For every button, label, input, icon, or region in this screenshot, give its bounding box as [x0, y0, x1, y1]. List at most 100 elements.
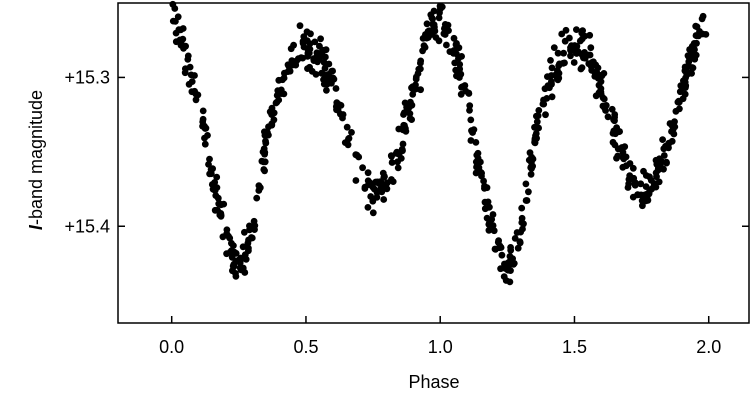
data-point [261, 158, 269, 166]
data-point [485, 226, 493, 234]
data-point [475, 164, 483, 172]
data-point [453, 40, 460, 47]
data-point [236, 259, 244, 267]
data-point [330, 75, 338, 83]
data-point [498, 251, 506, 259]
data-point [211, 206, 219, 214]
data-point [348, 129, 355, 136]
data-point [578, 51, 586, 59]
data-point [293, 57, 300, 65]
data-point [230, 242, 237, 250]
data-point [642, 172, 650, 179]
data-point [682, 84, 689, 91]
data-point [611, 141, 619, 149]
data-point [702, 31, 710, 38]
data-point [560, 49, 567, 57]
data-point [361, 183, 369, 191]
data-point [691, 46, 698, 53]
data-point [467, 116, 475, 124]
data-point [300, 33, 308, 41]
data-point [397, 155, 405, 162]
data-point [304, 52, 311, 60]
data-point [483, 184, 491, 192]
data-point [268, 121, 276, 129]
data-point [525, 188, 532, 196]
data-point [631, 181, 639, 189]
data-point [587, 44, 595, 52]
data-point [188, 88, 196, 96]
data-point [237, 266, 245, 274]
data-points [169, 0, 710, 286]
data-point [637, 180, 645, 188]
data-point [214, 194, 222, 202]
data-point [175, 26, 183, 33]
data-point [573, 26, 580, 33]
data-point [352, 177, 360, 184]
data-point [323, 87, 330, 94]
data-point [321, 64, 329, 72]
data-point [554, 49, 562, 57]
data-point [655, 178, 663, 186]
data-point [205, 161, 212, 168]
data-point [438, 3, 446, 11]
data-point [375, 180, 383, 187]
x-tick-label: 2.0 [696, 337, 721, 357]
data-point [364, 204, 372, 211]
data-point [502, 277, 510, 284]
data-point [201, 140, 209, 148]
data-point [306, 63, 313, 71]
data-point [192, 96, 200, 104]
data-point [286, 67, 294, 75]
data-point [239, 243, 247, 251]
x-tick-label: 1.5 [562, 337, 587, 357]
x-tick-label: 0.0 [159, 337, 184, 357]
data-point [679, 95, 687, 103]
data-point [555, 69, 563, 77]
data-point [399, 147, 406, 155]
data-point [562, 26, 570, 34]
data-point [280, 74, 288, 82]
data-point [622, 162, 630, 170]
data-point [588, 66, 596, 74]
data-point [495, 244, 503, 252]
data-point [394, 164, 402, 172]
data-point [486, 218, 494, 225]
data-point [561, 37, 569, 45]
y-axis-title: I-band magnitude [26, 90, 46, 230]
data-point [514, 244, 522, 252]
data-point [688, 70, 695, 77]
data-point [629, 164, 637, 172]
data-point [402, 125, 409, 132]
data-point [698, 15, 706, 23]
data-point [610, 127, 618, 135]
data-point [443, 41, 450, 49]
data-point [578, 35, 586, 43]
data-point [642, 183, 650, 191]
y-axis-ticks: +15.3 +15.4 [64, 67, 749, 236]
data-point [655, 160, 663, 168]
data-point [466, 107, 473, 114]
data-point [332, 85, 340, 92]
data-point [383, 185, 391, 193]
data-point [420, 42, 428, 50]
data-point [458, 53, 465, 60]
data-point [466, 102, 474, 109]
data-point [300, 43, 308, 51]
data-point [344, 141, 352, 149]
x-axis-title: Phase [408, 372, 459, 392]
data-point [519, 225, 526, 233]
data-point [268, 111, 276, 118]
data-point [533, 118, 541, 126]
data-point [497, 265, 504, 273]
data-point [550, 44, 558, 51]
data-point [414, 70, 422, 77]
data-point [660, 165, 667, 173]
data-point [481, 198, 489, 206]
data-point [586, 51, 594, 59]
y-axis-title-text: -band magnitude [26, 90, 46, 225]
data-point [608, 105, 616, 113]
data-point [456, 61, 464, 68]
data-point [323, 80, 331, 88]
data-point [261, 167, 268, 175]
data-point [230, 260, 238, 268]
